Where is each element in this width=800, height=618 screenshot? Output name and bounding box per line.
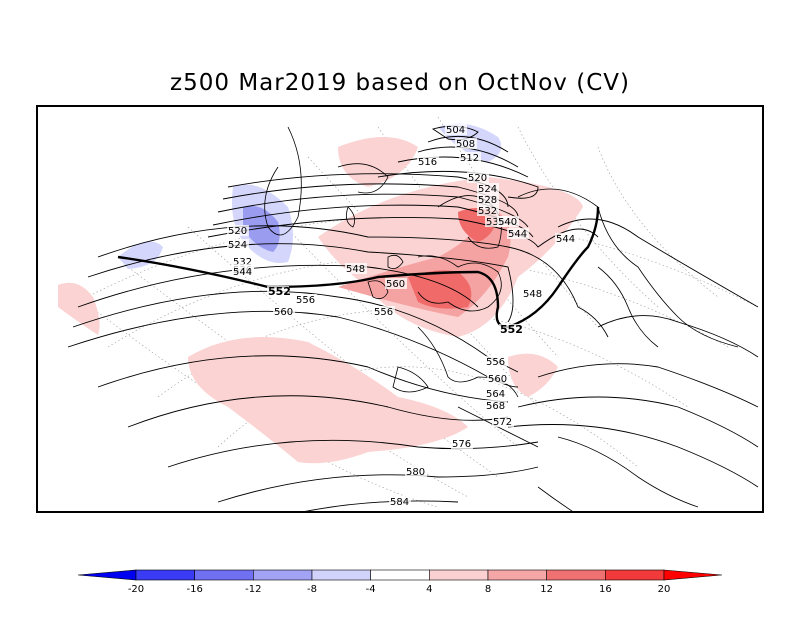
contour-label: 524 [478,184,497,195]
contour-label-bg [485,216,507,227]
contour-label: 564 [486,389,505,400]
contour-label-bg [445,124,467,135]
contour-label: 556 [486,357,505,368]
anomaly-shading [58,123,583,464]
colorbar-box [605,569,665,581]
contour-label: 584 [390,497,409,508]
contour-label-bg [485,388,507,399]
contour-label: 560 [488,374,507,385]
contour-label-bg [417,156,439,167]
colorbar-low-arrow [77,569,137,581]
colorbar: -20 -16 -12 -8 -4 4 8 12 16 20 [77,560,723,600]
contour-label-bg [345,263,367,274]
positive-anomaly-region [508,353,558,397]
contour-label: 532 [478,206,497,217]
contour-label-bg [227,225,249,236]
colorbar-tick-label: 20 [658,584,671,595]
contour-label-bg [385,278,407,289]
map-title: z500 Mar2019 based on OctNov (CV) [170,70,630,96]
contour-label-bg [499,324,521,335]
colorbar-tick-label: 16 [599,584,612,595]
contour-label: 528 [478,195,497,206]
contour-label: 560 [274,307,293,318]
colorbar-tick-label: -20 [128,584,144,595]
contour-label-bg [555,233,577,244]
contour-label: 544 [233,267,252,278]
map-panel: 504 508 512 516 520 524 528 532 536 540 544 544 548 5… [36,105,764,513]
contour-label: 576 [452,439,471,450]
contour-label: 544 [508,229,527,240]
contour-label-bg [373,306,395,317]
contour-label-bg [227,239,249,250]
colorbar-box [429,569,489,581]
contour-label: 556 [296,295,315,306]
contour-label-bg [477,183,499,194]
contour-label: 540 [498,217,517,228]
colorbar-tick-label: 8 [485,584,491,595]
contour-label: 548 [523,289,542,300]
colorbar-box [370,569,430,581]
colorbar-tick-label: -4 [366,584,376,595]
contour-label-bg [467,172,489,183]
contour-label-bg [477,194,499,205]
contour-label-bg [389,496,411,507]
contour-label: 556 [374,307,393,318]
contour-label-bg [295,294,317,305]
colorbar-canvas: -20 -16 -12 -8 -4 4 8 12 16 20 [77,569,723,595]
contour-label-bg [507,228,529,239]
contour-label: 552 [268,285,291,298]
contour-label: 544 [556,234,575,245]
contour-label-bg [477,205,499,216]
colorbar-box [311,569,371,581]
positive-anomaly-region [408,270,472,309]
contour-label: 548 [346,264,365,275]
colorbar-tick-label: -8 [307,584,317,595]
colorbar-box [546,569,606,581]
contour-label-bg [487,373,509,384]
contour-label: 532 [233,257,252,268]
contour-label: 552 [500,323,523,336]
contour-label-bg [232,266,254,277]
contour-label: 520 [228,226,247,237]
positive-anomaly-region [338,137,418,187]
colorbar-tick-label: -16 [186,584,202,595]
contour-label: 516 [418,157,437,168]
contour-label: 512 [460,153,479,164]
contour-label-bg [267,286,289,297]
negative-anomaly-region [118,241,163,269]
contour-label: 560 [386,279,405,290]
contour-label: 568 [486,401,505,412]
contour-label: 572 [493,417,512,428]
contour-label-bg [485,400,507,411]
contour-label: 536 [486,217,505,228]
contour-label: 508 [456,139,475,150]
contour-label-bg [273,306,295,317]
colorbar-high-arrow [663,569,723,581]
colorbar-tick-label: 4 [426,584,432,595]
positive-anomaly-region [188,337,468,464]
colorbar-box [487,569,547,581]
contour-label: 524 [228,240,247,251]
contour-label: 504 [446,125,465,136]
contour-label-bg [455,138,477,149]
colorbar-box [253,569,313,581]
contour-label-bg [522,288,544,299]
contour-label-bg [497,216,519,227]
positive-anomaly-region [58,282,100,335]
contour-label-bg [232,256,254,267]
contour-label-bg [492,416,514,427]
colorbar-tick-label: 12 [540,584,553,595]
contour-label-bg [485,356,507,367]
colorbar-tick-label: -12 [245,584,261,595]
contour-label-bg [451,438,473,449]
contour-label: 580 [406,467,425,478]
colorbar-box [194,569,254,581]
contour-label-bg [459,152,481,163]
contour-label: 520 [468,173,487,184]
contour-label-bg [405,466,427,477]
colorbar-box [135,569,195,581]
